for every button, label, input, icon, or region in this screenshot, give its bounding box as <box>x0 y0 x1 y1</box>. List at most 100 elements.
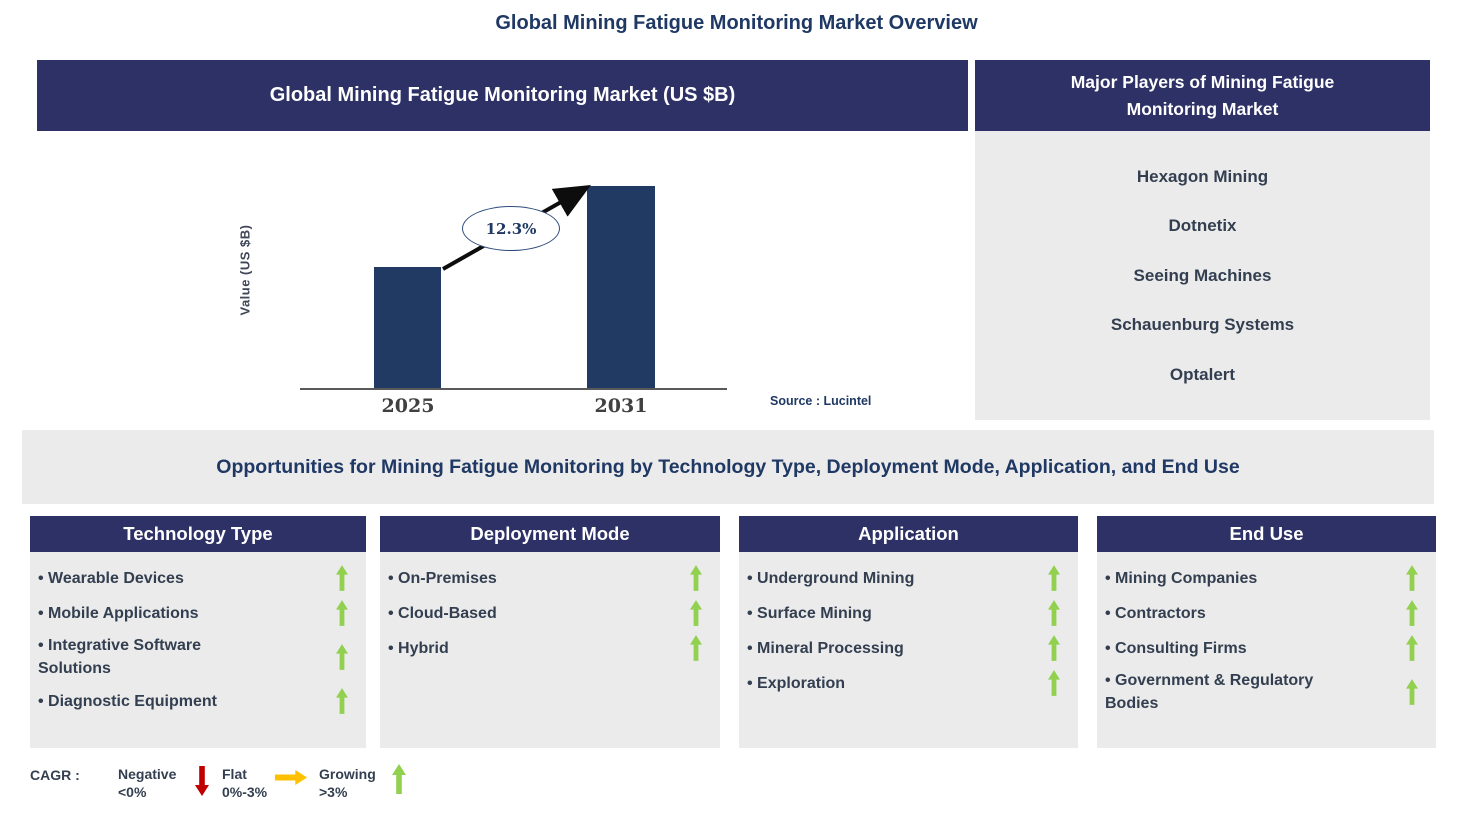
legend-flat: Flat 0%-3% <box>222 766 267 801</box>
x-axis-line <box>300 388 727 390</box>
item-label: Consulting Firms <box>1105 637 1247 660</box>
x-tick-2031: 2031 <box>594 395 648 417</box>
list-item: Contractors <box>1105 599 1418 627</box>
item-label: Wearable Devices <box>38 567 184 590</box>
growing-up-icon <box>1406 634 1418 662</box>
legend-label: Flat <box>222 766 247 782</box>
item-label: Exploration <box>747 672 845 695</box>
item-label: On-Premises <box>388 567 497 590</box>
growing-up-icon <box>336 564 348 592</box>
players-panel-title: Major Players of Mining Fatigue Monitori… <box>1070 71 1335 119</box>
column-technology-type: Technology Type Wearable Devices Mobile … <box>30 516 366 748</box>
cagr-value: 12.3% <box>485 219 537 238</box>
growing-up-icon <box>690 634 702 662</box>
growing-up-icon <box>1048 634 1060 662</box>
column-title: Application <box>858 523 959 544</box>
item-label: Surface Mining <box>747 602 872 625</box>
legend-negative: Negative <0% <box>118 766 176 801</box>
column-title: Technology Type <box>123 523 273 544</box>
column-items: Wearable Devices Mobile Applications Int… <box>30 552 366 748</box>
legend-label: Negative <box>118 766 177 782</box>
column-header: Application <box>739 516 1078 552</box>
list-item: Cloud-Based <box>388 599 702 627</box>
opportunities-title: Opportunities for Mining Fatigue Monitor… <box>216 455 1240 478</box>
item-label: Government & Regulatory Bodies <box>1105 669 1313 715</box>
item-label: Hybrid <box>388 637 449 660</box>
list-item: Consulting Firms <box>1105 634 1418 662</box>
chart-panel-header: Global Mining Fatigue Monitoring Market … <box>37 60 968 131</box>
opportunities-band: Opportunities for Mining Fatigue Monitor… <box>22 430 1434 504</box>
list-item: On-Premises <box>388 564 702 592</box>
growing-up-icon <box>1406 599 1418 627</box>
list-item: Dotnetix <box>1168 216 1237 235</box>
growing-up-icon <box>690 599 702 627</box>
item-label: Contractors <box>1105 602 1206 625</box>
list-item: Mining Companies <box>1105 564 1418 592</box>
growing-up-icon <box>1048 599 1060 627</box>
growing-up-icon <box>336 687 348 715</box>
growing-up-icon <box>336 643 348 671</box>
column-header: End Use <box>1097 516 1436 552</box>
list-item: Schauenburg Systems <box>1110 315 1295 334</box>
list-item: Integrative Software Solutions <box>38 634 348 680</box>
growing-up-icon <box>1406 564 1418 592</box>
column-items: Mining Companies Contractors Consulting … <box>1097 552 1436 748</box>
item-label: Diagnostic Equipment <box>38 690 217 713</box>
item-label: Mobile Applications <box>38 602 199 625</box>
growing-up-icon <box>392 764 406 797</box>
list-item: Exploration <box>747 669 1060 697</box>
flat-right-icon <box>274 770 308 788</box>
market-chart-panel: Global Mining Fatigue Monitoring Market … <box>37 60 968 420</box>
cagr-ellipse: 12.3% <box>462 206 560 251</box>
list-item: Diagnostic Equipment <box>38 687 348 715</box>
major-players-panel: Major Players of Mining Fatigue Monitori… <box>975 60 1430 420</box>
item-label: Cloud-Based <box>388 602 497 625</box>
chart-panel-title: Global Mining Fatigue Monitoring Market … <box>269 84 736 106</box>
item-label: Integrative Software Solutions <box>38 634 201 680</box>
growing-up-icon <box>336 599 348 627</box>
list-item: Hexagon Mining <box>1136 166 1269 186</box>
list-item: Government & Regulatory Bodies <box>1105 669 1418 715</box>
legend-range: >3% <box>319 783 348 800</box>
column-end-use: End Use Mining Companies Contractors Con… <box>1097 516 1436 748</box>
bar-2025 <box>374 267 441 388</box>
list-item: Optalert <box>1169 364 1236 384</box>
column-deployment-mode: Deployment Mode On-Premises Cloud-Based … <box>380 516 720 748</box>
list-item: Hybrid <box>388 634 702 662</box>
players-list: Hexagon Mining Dotnetix Seeing Machines … <box>975 131 1430 420</box>
growing-up-icon <box>1048 669 1060 697</box>
column-application: Application Underground Mining Surface M… <box>739 516 1078 748</box>
list-item: Seeing Machines <box>1133 265 1272 285</box>
column-title: Deployment Mode <box>470 523 630 544</box>
column-header: Deployment Mode <box>380 516 720 552</box>
negative-down-icon <box>195 766 209 799</box>
column-items: Underground Mining Surface Mining Minera… <box>739 552 1078 748</box>
legend-prefix: CAGR : <box>30 767 80 783</box>
list-item: Wearable Devices <box>38 564 348 592</box>
legend-label: Growing <box>319 766 376 782</box>
growing-up-icon <box>690 564 702 592</box>
x-tick-2025: 2025 <box>381 395 435 417</box>
list-item: Mobile Applications <box>38 599 348 627</box>
legend-range: <0% <box>118 783 147 800</box>
item-label: Mineral Processing <box>747 637 904 660</box>
legend-range: 0%-3% <box>222 783 268 800</box>
players-panel-header: Major Players of Mining Fatigue Monitori… <box>975 60 1430 131</box>
list-item: Surface Mining <box>747 599 1060 627</box>
list-item: Underground Mining <box>747 564 1060 592</box>
column-items: On-Premises Cloud-Based Hybrid <box>380 552 720 748</box>
item-label: Mining Companies <box>1105 567 1257 590</box>
bar-2031 <box>587 186 655 388</box>
item-label: Underground Mining <box>747 567 914 590</box>
growing-up-icon <box>1406 678 1418 706</box>
column-header: Technology Type <box>30 516 366 552</box>
bar-chart: Value (US $B) 12.3% 2025 2031 Source : L… <box>37 131 968 420</box>
column-title: End Use <box>1229 523 1304 544</box>
growing-up-icon <box>1048 564 1060 592</box>
page-title: Global Mining Fatigue Monitoring Market … <box>495 12 978 34</box>
growth-arrow <box>442 185 591 271</box>
source-note: Source : Lucintel <box>770 394 872 408</box>
list-item: Mineral Processing <box>747 634 1060 662</box>
legend-growing: Growing >3% <box>319 766 376 801</box>
